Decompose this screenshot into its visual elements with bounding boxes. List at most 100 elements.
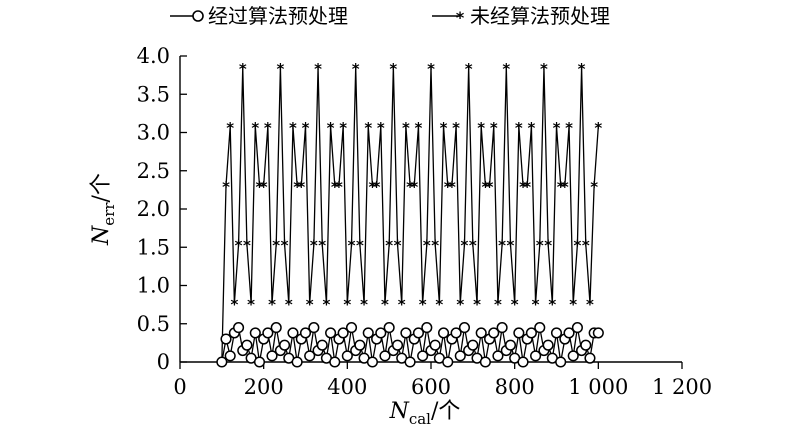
data-point-asterisk: * xyxy=(536,237,544,255)
data-point-asterisk: * xyxy=(490,119,498,137)
data-point-circle xyxy=(438,327,450,339)
data-point-asterisk: * xyxy=(540,60,548,78)
data-point-circle xyxy=(266,350,278,362)
data-point-circle xyxy=(421,322,433,334)
data-point-asterisk: * xyxy=(369,178,377,196)
data-point-asterisk: * xyxy=(569,296,577,314)
legend-label-unprocessed: 未经算法预处理 xyxy=(470,4,610,28)
data-point-asterisk: * xyxy=(590,178,598,196)
data-point-circle xyxy=(224,350,236,362)
y-axis-label: Nerr/个 xyxy=(89,173,118,246)
data-point-circle xyxy=(337,327,349,339)
data-point-asterisk: * xyxy=(230,296,238,314)
data-point-circle xyxy=(584,352,596,364)
data-point-asterisk: * xyxy=(415,119,423,137)
data-point-asterisk: * xyxy=(406,178,414,196)
data-point-asterisk: * xyxy=(222,178,230,196)
data-point-circle xyxy=(542,339,554,351)
data-point-asterisk: * xyxy=(427,60,435,78)
data-point-asterisk: * xyxy=(339,119,347,137)
data-point-circle xyxy=(383,322,395,334)
data-point-asterisk: * xyxy=(385,237,393,255)
data-point-circle xyxy=(513,327,525,339)
data-point-asterisk: * xyxy=(226,119,234,137)
data-point-asterisk: * xyxy=(310,237,318,255)
data-point-circle xyxy=(329,356,341,368)
data-point-circle xyxy=(366,356,378,368)
data-point-asterisk: * xyxy=(561,178,569,196)
data-point-asterisk: * xyxy=(281,237,289,255)
x-tick-label: 1 200 xyxy=(652,375,712,399)
data-point-asterisk: * xyxy=(431,237,439,255)
y-axis-label-sub: err xyxy=(100,202,118,226)
data-point-asterisk: * xyxy=(352,60,360,78)
data-point-asterisk: * xyxy=(247,296,255,314)
data-point-asterisk: * xyxy=(343,296,351,314)
data-point-asterisk: * xyxy=(381,296,389,314)
data-point-circle xyxy=(530,350,542,362)
data-point-asterisk: * xyxy=(452,119,460,137)
data-point-circle xyxy=(241,339,253,351)
data-point-asterisk: * xyxy=(461,237,469,255)
data-point-circle xyxy=(404,356,416,368)
data-point-circle xyxy=(304,350,316,362)
data-point-asterisk: * xyxy=(486,178,494,196)
data-point-circle xyxy=(253,356,266,368)
data-point-circle xyxy=(291,356,303,368)
data-point-circle xyxy=(308,322,320,334)
x-axis-label-sub: cal xyxy=(409,410,431,428)
data-point-circle xyxy=(362,327,374,339)
data-point-circle xyxy=(279,339,291,351)
data-point-circle xyxy=(525,327,537,339)
data-point-asterisk: * xyxy=(515,119,523,137)
data-point-asterisk: * xyxy=(356,237,364,255)
x-axis-label-main: N xyxy=(389,399,410,424)
data-point-asterisk: * xyxy=(548,296,556,314)
data-point-asterisk: * xyxy=(553,119,561,137)
x-tick-label: 600 xyxy=(411,375,451,399)
data-point-asterisk: * xyxy=(348,237,356,255)
data-point-asterisk: * xyxy=(477,119,485,137)
data-point-asterisk: * xyxy=(394,237,402,255)
data-point-circle xyxy=(450,327,462,339)
data-point-circle xyxy=(262,327,274,339)
data-point-circle xyxy=(488,327,500,339)
y-tick-label: 0.5 xyxy=(137,312,170,336)
data-point-circle xyxy=(325,327,337,339)
y-tick-label: 0 xyxy=(157,350,170,374)
legend-marker-asterisk: * xyxy=(456,8,465,27)
data-point-asterisk: * xyxy=(473,296,481,314)
data-point-circle xyxy=(458,322,471,334)
data-point-circle xyxy=(249,327,261,339)
data-point-asterisk: * xyxy=(469,237,477,255)
data-point-asterisk: * xyxy=(557,178,565,196)
x-tick-label: 200 xyxy=(244,375,284,399)
data-point-asterisk: * xyxy=(519,178,527,196)
data-point-asterisk: * xyxy=(444,178,452,196)
legend-marker-circle xyxy=(192,10,204,22)
y-tick-label: 4.0 xyxy=(137,44,170,68)
legend-item-unprocessed: * 未经算法预处理 xyxy=(432,4,610,28)
data-point-circle xyxy=(467,339,479,351)
data-point-asterisk: * xyxy=(306,296,314,314)
data-point-circle xyxy=(475,327,487,339)
data-point-asterisk: * xyxy=(331,178,339,196)
data-point-asterisk: * xyxy=(377,119,385,137)
data-point-asterisk: * xyxy=(410,178,418,196)
y-tick-label: 3.0 xyxy=(137,121,170,145)
data-point-asterisk: * xyxy=(582,237,590,255)
data-point-circle xyxy=(571,322,583,334)
data-point-asterisk: * xyxy=(565,119,573,137)
y-tick-label: 2.5 xyxy=(137,159,170,183)
data-point-asterisk: * xyxy=(335,178,343,196)
data-point-asterisk: * xyxy=(268,296,276,314)
data-point-asterisk: * xyxy=(465,60,473,78)
y-axis-label-main: N xyxy=(89,225,114,246)
y-tick-label: 2.0 xyxy=(137,197,170,221)
data-point-circle xyxy=(580,339,592,351)
data-point-circle xyxy=(220,333,232,345)
data-point-asterisk: * xyxy=(322,296,330,314)
data-point-asterisk: * xyxy=(327,119,335,137)
data-point-circle xyxy=(517,356,529,368)
